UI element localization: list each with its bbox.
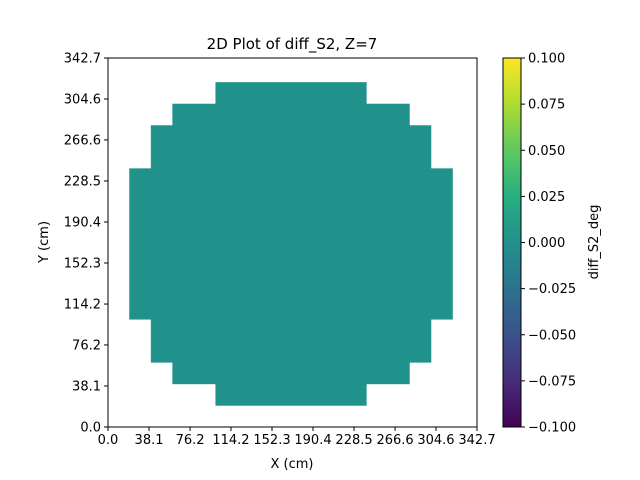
y-tick-label: 190.4: [64, 215, 101, 230]
x-tick-label: 304.6: [417, 433, 454, 448]
x-tick-label: 76.2: [176, 433, 205, 448]
x-tick-label: 342.7: [458, 433, 495, 448]
y-tick-label: 114.2: [64, 298, 101, 313]
y-tick-label: 76.2: [72, 338, 101, 353]
heatmap-cell-row: [150, 125, 432, 169]
colorbar-tick-label: 0.000: [528, 236, 565, 251]
colorbar-tick-label: 0.100: [528, 52, 565, 67]
y-tick-label: 228.5: [64, 174, 101, 189]
y-axis-label: Y (cm): [37, 221, 52, 264]
y-tick-label: 342.7: [64, 52, 101, 67]
colorbar-tick-label: 0.075: [528, 98, 565, 113]
colorbar: [502, 57, 522, 428]
colorbar-tick-label: −0.025: [528, 282, 576, 297]
heatmap-cell-row: [150, 319, 432, 363]
x-axis-label: X (cm): [271, 457, 314, 472]
colorbar-tick-label: −0.075: [528, 374, 576, 389]
plot-frame: [107, 57, 478, 428]
heatmap-cell-row: [215, 82, 367, 105]
y-tick-label: 304.6: [64, 93, 101, 108]
x-tick-label: 38.1: [135, 433, 164, 448]
heatmap-cell-row: [215, 383, 367, 406]
y-tick-label: 152.3: [64, 257, 101, 272]
colorbar-tick-label: 0.025: [528, 190, 565, 205]
x-axis-ticks: 0.0 38.1 76.2 114.2 152.3 190.4 228.5 266.6 304.…: [98, 427, 496, 448]
y-tick-label: 266.6: [64, 133, 101, 148]
colorbar-label: diff_S2_deg: [587, 205, 602, 280]
x-tick-label: 266.6: [376, 433, 413, 448]
y-axis-ticks: 0.0 38.1 76.2 114.2 152.3 190.4 228.5 266.6 304.…: [64, 52, 108, 436]
y-tick-label: 38.1: [72, 379, 101, 394]
heatmap-cell-row: [129, 168, 453, 320]
x-tick-label: 0.0: [98, 433, 119, 448]
x-tick-label: 152.3: [253, 433, 290, 448]
x-tick-label: 114.2: [212, 433, 249, 448]
x-tick-label: 190.4: [294, 433, 331, 448]
colorbar-tick-label: −0.100: [528, 421, 576, 436]
colorbar-tick-label: 0.050: [528, 144, 565, 159]
y-tick-label: 0.0: [80, 421, 101, 436]
colorbar-tick-label: −0.050: [528, 328, 576, 343]
chart-title: 2D Plot of diff_S2, Z=7: [207, 35, 378, 54]
x-tick-label: 228.5: [335, 433, 372, 448]
colorbar-ticks: −0.100 −0.075 −0.050 −0.025 0.000 0.025 0.050 0…: [521, 52, 576, 436]
heatmap-cells: [129, 82, 453, 406]
heatmap-cell-row: [172, 103, 410, 126]
heatmap-cell-row: [172, 362, 410, 385]
